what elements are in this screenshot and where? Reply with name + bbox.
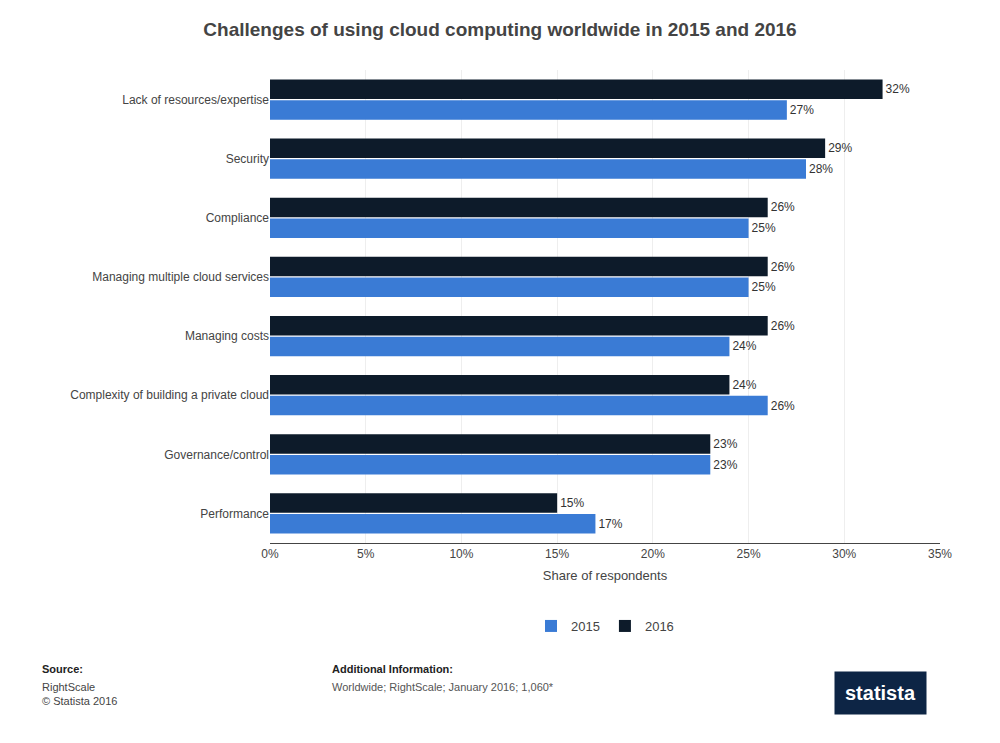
svg-text:26%: 26% <box>771 399 795 413</box>
svg-text:Additional Information:: Additional Information: <box>332 663 453 675</box>
svg-text:Performance: Performance <box>200 507 269 521</box>
svg-text:23%: 23% <box>713 458 737 472</box>
svg-text:Managing costs: Managing costs <box>185 329 269 343</box>
svg-text:2015: 2015 <box>571 619 600 634</box>
svg-text:Lack of resources/expertise: Lack of resources/expertise <box>122 93 269 107</box>
svg-text:Share of respondents: Share of respondents <box>543 568 668 583</box>
svg-text:15%: 15% <box>560 496 584 510</box>
svg-text:Security: Security <box>226 152 269 166</box>
svg-text:Worldwide; RightScale; January: Worldwide; RightScale; January 2016; 1,0… <box>332 681 554 693</box>
svg-text:Complexity of building a priva: Complexity of building a private cloud <box>70 388 269 402</box>
svg-text:26%: 26% <box>771 200 795 214</box>
svg-text:24%: 24% <box>732 339 756 353</box>
svg-text:30%: 30% <box>832 547 856 561</box>
svg-text:20%: 20% <box>641 547 665 561</box>
svg-text:Source:: Source: <box>42 663 83 675</box>
svg-text:Managing multiple cloud servic: Managing multiple cloud services <box>92 270 269 284</box>
svg-text:5%: 5% <box>357 547 375 561</box>
svg-text:28%: 28% <box>809 162 833 176</box>
svg-text:29%: 29% <box>828 141 852 155</box>
svg-text:25%: 25% <box>752 280 776 294</box>
svg-text:Compliance: Compliance <box>206 211 270 225</box>
svg-text:Governance/control: Governance/control <box>164 448 269 462</box>
svg-text:15%: 15% <box>545 547 569 561</box>
svg-text:25%: 25% <box>752 221 776 235</box>
svg-text:35%: 35% <box>928 547 952 561</box>
svg-text:0%: 0% <box>261 547 279 561</box>
svg-text:17%: 17% <box>598 517 622 531</box>
svg-text:10%: 10% <box>449 547 473 561</box>
svg-text:Challenges of using cloud comp: Challenges of using cloud computing worl… <box>203 19 796 40</box>
svg-text:32%: 32% <box>886 82 910 96</box>
svg-text:26%: 26% <box>771 319 795 333</box>
svg-text:24%: 24% <box>732 378 756 392</box>
svg-text:23%: 23% <box>713 437 737 451</box>
svg-text:RightScale© Statista 2016: RightScale© Statista 2016 <box>42 681 117 707</box>
svg-text:statista: statista <box>845 682 916 704</box>
svg-text:2016: 2016 <box>645 619 674 634</box>
svg-text:27%: 27% <box>790 103 814 117</box>
svg-text:26%: 26% <box>771 260 795 274</box>
svg-text:25%: 25% <box>737 547 761 561</box>
